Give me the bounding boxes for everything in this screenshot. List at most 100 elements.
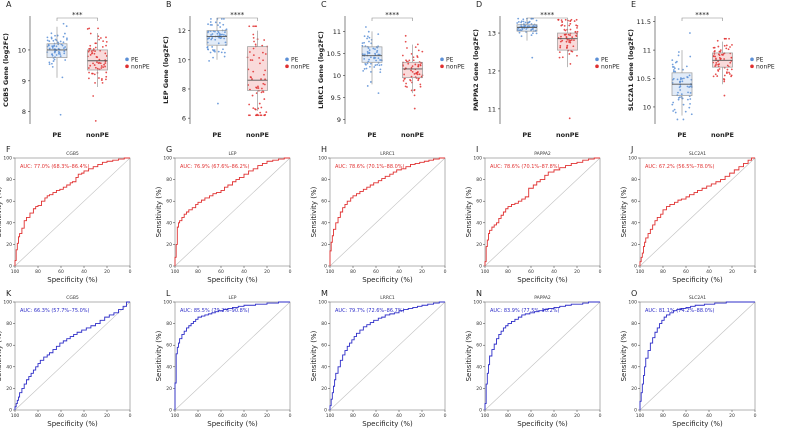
data-point-pe (375, 51, 378, 54)
x-axis-label: Specificity (%) (517, 420, 568, 428)
y-tick-label: 20 (6, 242, 12, 248)
data-point-pe (368, 36, 371, 39)
legend-swatch (440, 57, 444, 62)
y-tick-label: 60 (476, 199, 482, 205)
data-point-nonpe (105, 75, 108, 78)
data-point-nonpe (248, 25, 251, 28)
y-tick-label: 60 (166, 343, 172, 349)
x-tick-label: 40 (706, 269, 712, 275)
plot-subtitle: CGB5 (66, 151, 79, 157)
y-tick-label: 6 (182, 115, 186, 123)
data-point-nonpe (249, 59, 252, 61)
data-point-nonpe (559, 44, 562, 47)
data-point-nonpe (730, 74, 733, 77)
y-tick-label: 60 (166, 199, 172, 205)
x-tick-label: PE (52, 131, 61, 139)
data-point-pe (517, 17, 520, 20)
legend-label: nonPE (756, 63, 775, 70)
x-axis-label: Specificity (%) (362, 420, 413, 428)
data-point-nonpe (716, 75, 719, 77)
data-point-nonpe (561, 39, 564, 42)
x-tick-label: 20 (574, 269, 580, 275)
data-point-pe (378, 64, 381, 67)
y-tick-label: 40 (321, 364, 327, 370)
data-point-pe (687, 91, 689, 94)
panel-letter: B (166, 0, 172, 9)
auc-annotation: AUC: 85.5% (79.2%–90.8%) (180, 308, 250, 314)
data-point-pe (66, 37, 68, 40)
auc-annotation: AUC: 66.3% (57.7%–75.0%) (20, 308, 90, 314)
panel-letter: M (321, 289, 328, 298)
significance-label: **** (230, 11, 245, 19)
data-point-pe (208, 37, 211, 39)
y-tick-label: 40 (476, 364, 482, 370)
y-tick-label: 8 (182, 85, 186, 93)
y-tick-label: 40 (166, 220, 172, 226)
data-point-nonpe (723, 94, 726, 97)
legend-swatch (440, 64, 444, 69)
y-tick-label: 80 (166, 321, 172, 327)
data-point-nonpe (99, 62, 102, 65)
data-point-pe (676, 78, 679, 81)
y-tick-label: 11.5 (637, 18, 651, 26)
plot-subtitle: SLC2A1 (689, 151, 706, 157)
auc-annotation: AUC: 78.6% (70.1%–87.8%) (490, 164, 560, 170)
reference-diagonal (639, 301, 756, 411)
panel-letter: E (631, 0, 636, 9)
data-point-nonpe (417, 63, 420, 66)
x-tick-label: 80 (505, 269, 511, 275)
data-point-pe (362, 70, 365, 72)
plot-subtitle: LEP (228, 151, 236, 157)
plot-frame (14, 301, 131, 411)
data-point-nonpe (419, 64, 422, 67)
data-point-pe (51, 54, 54, 57)
panel-h: H LRRC1 100 80 60 40 20 0 0 20 40 60 80 100 Specificit… (310, 145, 447, 284)
data-point-pe (361, 42, 364, 45)
data-point-nonpe (98, 58, 101, 61)
significance-label: **** (695, 11, 710, 19)
x-tick-label: 20 (264, 269, 270, 275)
plot-frame (639, 301, 756, 411)
data-point-nonpe (730, 56, 733, 59)
data-point-pe (688, 86, 691, 89)
panel-k: K CGB5 100 80 60 40 20 0 0 20 40 60 80 100 Specificity… (0, 289, 132, 428)
y-tick-label: 0 (324, 408, 327, 414)
data-point-nonpe (402, 79, 405, 82)
y-tick-label: 10 (333, 72, 341, 80)
x-tick-label: 80 (35, 413, 41, 419)
data-point-nonpe (249, 51, 251, 53)
data-point-pe (63, 52, 66, 55)
data-point-nonpe (568, 41, 570, 43)
data-point-nonpe (264, 53, 267, 55)
data-point-pe (674, 111, 677, 114)
data-point-nonpe (105, 36, 107, 39)
legend-swatch (595, 64, 599, 69)
data-point-pe (217, 24, 219, 27)
data-point-pe (535, 32, 538, 35)
data-point-nonpe (569, 34, 571, 37)
y-axis-label: Sensitivity (%) (0, 330, 3, 381)
data-point-pe (65, 25, 68, 28)
data-point-nonpe (262, 91, 265, 93)
auc-annotation: AUC: 83.9% (77.5%–90.2%) (490, 308, 560, 314)
data-point-pe (223, 37, 226, 40)
data-point-nonpe (576, 30, 579, 33)
data-point-pe (59, 113, 62, 116)
box-nonpe (557, 32, 578, 51)
data-point-pe (690, 113, 693, 116)
panel-o: O SLC2A1 100 80 60 40 20 0 0 20 40 60 80 100 Specifici… (620, 289, 757, 428)
data-point-pe (220, 18, 223, 20)
data-point-nonpe (98, 38, 101, 41)
data-point-pe (54, 50, 56, 52)
plot-subtitle: PAPPA2 (534, 151, 551, 157)
data-point-nonpe (263, 83, 266, 86)
data-point-nonpe (105, 44, 107, 47)
panel-letter: I (476, 145, 478, 154)
data-point-nonpe (715, 57, 717, 60)
panel-letter: G (166, 145, 172, 154)
data-point-nonpe (403, 73, 406, 76)
data-point-pe (373, 56, 376, 59)
reference-diagonal (14, 157, 131, 267)
data-point-nonpe (95, 55, 98, 58)
y-tick-label: 0 (479, 264, 482, 270)
